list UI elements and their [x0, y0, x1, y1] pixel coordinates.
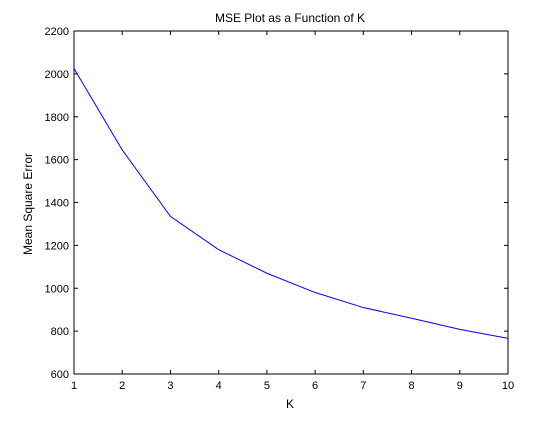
y-tick-label: 1200 — [45, 240, 69, 252]
x-tick-label: 6 — [312, 380, 318, 392]
x-tick-label: 10 — [502, 380, 514, 392]
y-tick-label: 2000 — [45, 69, 69, 81]
x-tick-label: 9 — [457, 380, 463, 392]
chart-title: MSE Plot as a Function of K — [215, 11, 365, 25]
x-tick-label: 7 — [360, 380, 366, 392]
x-tick-label: 4 — [216, 380, 222, 392]
y-tick-label: 1800 — [45, 112, 69, 124]
y-axis-label: Mean Square Error — [21, 153, 35, 255]
y-tick-label: 1400 — [45, 198, 69, 210]
y-tick-label: 1600 — [45, 155, 69, 167]
x-axis-label: K — [286, 397, 294, 411]
x-tick-label: 2 — [119, 380, 125, 392]
y-tick-label: 800 — [51, 326, 69, 338]
y-tick-label: 600 — [51, 369, 69, 381]
x-tick-label: 8 — [408, 380, 414, 392]
x-tick-label: 1 — [71, 380, 77, 392]
x-tick-label: 3 — [167, 380, 173, 392]
y-tick-label: 1000 — [45, 283, 69, 295]
y-tick-label: 2200 — [45, 26, 69, 38]
x-tick-label: 5 — [264, 380, 270, 392]
axes — [74, 31, 508, 374]
plot-area-frame — [74, 31, 508, 374]
